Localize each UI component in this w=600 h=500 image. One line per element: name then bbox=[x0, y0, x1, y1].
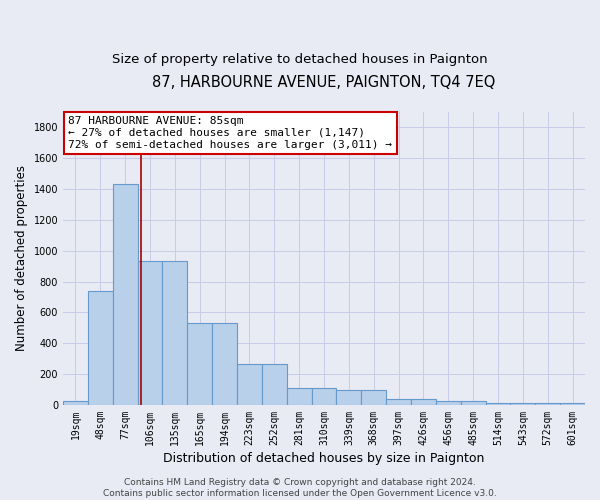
Bar bbox=[113, 184, 137, 405]
Bar bbox=[187, 323, 212, 405]
Bar bbox=[287, 388, 311, 405]
X-axis label: Distribution of detached houses by size in Paignton: Distribution of detached houses by size … bbox=[163, 452, 485, 465]
Bar bbox=[63, 401, 88, 405]
Bar bbox=[386, 399, 411, 405]
Bar bbox=[311, 388, 337, 405]
Title: 87, HARBOURNE AVENUE, PAIGNTON, TQ4 7EQ: 87, HARBOURNE AVENUE, PAIGNTON, TQ4 7EQ bbox=[152, 75, 496, 90]
Y-axis label: Number of detached properties: Number of detached properties bbox=[15, 166, 28, 352]
Bar bbox=[337, 390, 361, 405]
Bar bbox=[237, 364, 262, 405]
Bar bbox=[163, 261, 187, 405]
Text: Contains HM Land Registry data © Crown copyright and database right 2024.
Contai: Contains HM Land Registry data © Crown c… bbox=[103, 478, 497, 498]
Bar bbox=[436, 401, 461, 405]
Bar bbox=[461, 401, 485, 405]
Bar bbox=[88, 291, 113, 405]
Bar bbox=[560, 402, 585, 405]
Bar bbox=[535, 402, 560, 405]
Bar bbox=[361, 390, 386, 405]
Bar bbox=[411, 399, 436, 405]
Bar bbox=[137, 261, 163, 405]
Text: Size of property relative to detached houses in Paignton: Size of property relative to detached ho… bbox=[112, 52, 488, 66]
Bar bbox=[262, 364, 287, 405]
Text: 87 HARBOURNE AVENUE: 85sqm
← 27% of detached houses are smaller (1,147)
72% of s: 87 HARBOURNE AVENUE: 85sqm ← 27% of deta… bbox=[68, 116, 392, 150]
Bar bbox=[485, 402, 511, 405]
Bar bbox=[212, 323, 237, 405]
Bar bbox=[511, 402, 535, 405]
